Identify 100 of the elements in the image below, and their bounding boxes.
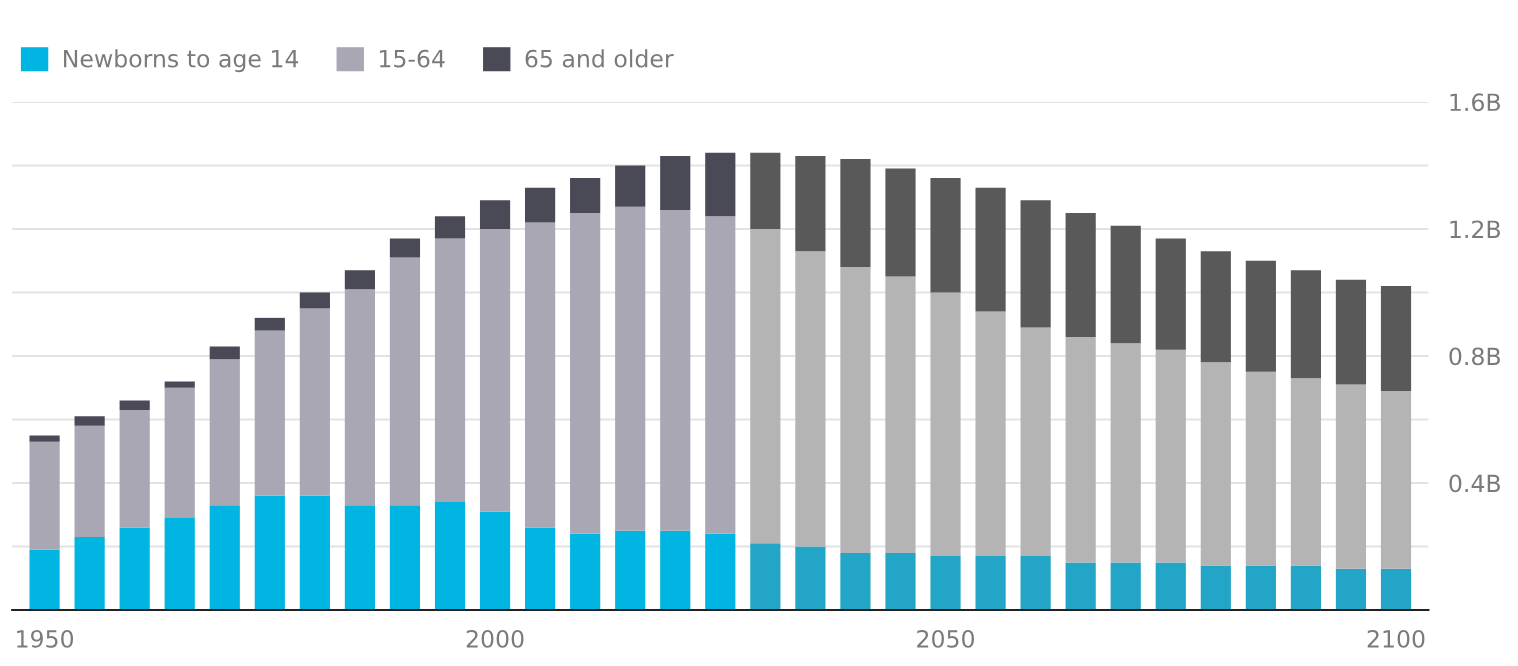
y-tick-label: 0.8B [1449, 347, 1500, 366]
bar [1290, 565, 1321, 611]
bar [975, 187, 1006, 312]
bar [1065, 562, 1096, 611]
bar [1380, 568, 1412, 611]
bar [660, 209, 691, 531]
y-tick-label: 1.2B [1450, 220, 1500, 238]
bar [1200, 251, 1231, 363]
bar [885, 168, 916, 277]
bar [1155, 238, 1186, 350]
bar [389, 505, 421, 611]
y-tick-label: 1.6B [1450, 93, 1500, 112]
bar [930, 178, 961, 293]
bar [705, 152, 736, 217]
legend-label: 65 and older [525, 49, 674, 68]
bar [29, 441, 60, 550]
bar [299, 308, 330, 496]
bar [29, 549, 60, 611]
bar [1200, 362, 1231, 566]
bar [1020, 556, 1051, 611]
bar [254, 495, 285, 611]
bar [479, 511, 511, 611]
bar [750, 152, 781, 229]
bar [1155, 349, 1186, 563]
bar [615, 165, 646, 207]
bar [885, 552, 916, 611]
bar [344, 289, 375, 506]
bar [795, 251, 826, 547]
bar [74, 537, 105, 611]
bar [1245, 260, 1276, 372]
bar [705, 216, 736, 534]
bar [750, 543, 781, 611]
bar [1335, 568, 1367, 611]
bar [479, 200, 511, 229]
bar [570, 178, 601, 214]
bar [164, 381, 195, 388]
bar [209, 505, 240, 611]
bar [1020, 327, 1051, 557]
bar [660, 155, 691, 210]
bar [570, 213, 601, 534]
bar [705, 533, 736, 611]
bar [344, 270, 375, 290]
bar [570, 533, 601, 611]
bar [434, 216, 466, 239]
bar [1290, 270, 1321, 379]
bar [795, 155, 826, 252]
bar [1110, 225, 1141, 344]
bar [525, 222, 556, 528]
bar [1335, 279, 1367, 385]
bar [525, 187, 556, 223]
bar [1065, 336, 1096, 563]
bar [1110, 562, 1141, 611]
bar [254, 330, 285, 496]
bar [479, 228, 511, 512]
bar [74, 416, 105, 426]
y-tick-label: 0.4B [1449, 474, 1500, 493]
bar [1110, 343, 1141, 563]
bar [1020, 200, 1051, 328]
x-tick-label: 2000 [466, 629, 524, 648]
bar [254, 317, 285, 331]
bar [615, 530, 646, 611]
x-tick-label: 2100 [1367, 629, 1425, 648]
bar [1245, 565, 1276, 611]
bar [299, 292, 330, 309]
bar [29, 435, 60, 442]
bar [975, 556, 1006, 611]
bar [164, 387, 195, 518]
bar [975, 311, 1006, 557]
bar [525, 527, 556, 611]
bar [119, 400, 150, 410]
x-tick-label: 1950 [17, 629, 74, 648]
bar [209, 359, 240, 506]
bar [389, 238, 421, 258]
bar [74, 425, 105, 538]
bar [1200, 565, 1231, 611]
bar [795, 546, 826, 611]
bar [615, 206, 646, 531]
bar [1380, 390, 1412, 569]
bar [434, 238, 466, 503]
bar [164, 517, 195, 611]
bar [660, 530, 691, 611]
bar [389, 257, 421, 506]
bar [119, 409, 150, 528]
bar [1155, 562, 1186, 611]
bar [885, 276, 916, 553]
bar [1290, 378, 1321, 566]
bar [750, 228, 781, 544]
bar [840, 159, 871, 268]
bar [209, 346, 240, 360]
bar [119, 527, 150, 611]
bar [840, 267, 871, 553]
bar [930, 556, 961, 611]
legend-label: Newborns to age 14 [64, 49, 299, 73]
bar [1245, 371, 1276, 566]
bar [299, 495, 330, 611]
bar [1380, 286, 1412, 391]
bar [1335, 384, 1367, 569]
legend-label: 15-64 [379, 49, 445, 68]
bar [434, 502, 466, 611]
bar [930, 292, 961, 557]
